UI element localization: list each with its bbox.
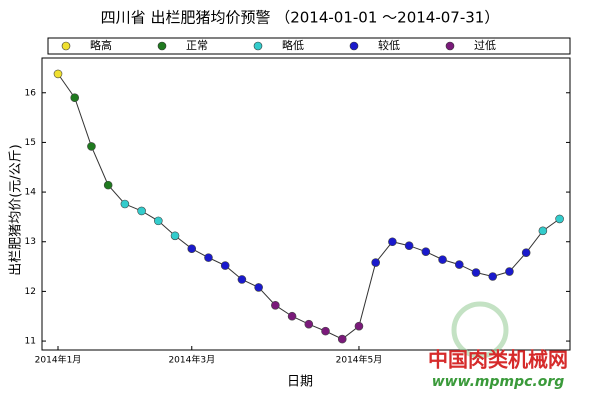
legend-box [47, 37, 571, 55]
legend-label: 较低 [378, 38, 400, 52]
point [53, 69, 63, 79]
point [87, 142, 96, 151]
logo [451, 301, 509, 359]
legend-marker [253, 41, 263, 51]
watermark-url: www.mpmpc.org [432, 374, 565, 390]
point [471, 268, 481, 277]
point [521, 248, 531, 257]
point [271, 301, 280, 310]
point [120, 199, 130, 209]
x-axis-label: 日期 [287, 375, 313, 390]
point [304, 319, 314, 329]
point [70, 93, 80, 103]
legend-marker [349, 41, 359, 51]
y-tick-label: 14 [25, 188, 37, 198]
chart-title: 四川省 出栏肥猪均价预警 （2014-01-01 ～2014-07-31） [101, 9, 500, 27]
point [404, 241, 414, 251]
y-tick-label: 12 [25, 287, 36, 297]
point [237, 275, 247, 284]
point [170, 231, 180, 241]
point [287, 311, 297, 321]
y-tick-label: 15 [25, 138, 36, 148]
point [220, 261, 230, 270]
x-tick-label: 2014年3月 [168, 354, 215, 366]
point [321, 326, 330, 336]
x-tick-label: 2014年1月 [35, 354, 82, 366]
legend-marker [157, 41, 167, 51]
point [154, 216, 163, 226]
x-tick-label: 2014年5月 [336, 354, 383, 366]
point [204, 253, 213, 262]
y-tick-label: 11 [25, 337, 36, 347]
point [103, 180, 113, 190]
y-axis-label: 出栏肥猪均价(元/公斤) [9, 144, 24, 276]
point [454, 260, 464, 269]
point [354, 321, 364, 331]
plot-frame [41, 57, 571, 351]
point [488, 272, 498, 281]
legend-label: 略低 [282, 38, 304, 52]
point [555, 214, 564, 224]
point [438, 255, 447, 264]
y-tick-label: 13 [25, 237, 36, 247]
legend-label: 略高 [90, 38, 112, 52]
point [538, 226, 548, 236]
y-tick-label: 16 [25, 88, 37, 98]
point [187, 244, 197, 253]
legend-label: 正常 [186, 39, 208, 52]
point [421, 247, 431, 256]
legend-marker [445, 41, 455, 51]
legend-marker [61, 41, 71, 51]
watermark-name: 中国肉类机械网 [428, 348, 568, 372]
legend-label: 过低 [474, 39, 496, 52]
point [388, 237, 397, 247]
point [371, 258, 380, 267]
point [137, 206, 146, 216]
point [505, 267, 514, 276]
point [254, 283, 263, 292]
point [337, 334, 347, 344]
